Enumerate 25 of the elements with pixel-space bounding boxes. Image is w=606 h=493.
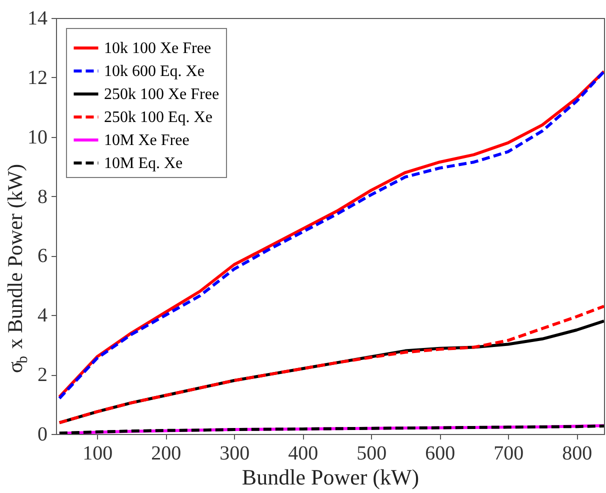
x-axis-title: Bundle Power (kW) [242, 464, 420, 490]
x-tick-label: 200 [151, 442, 182, 464]
legend-label: 250k 100 Xe Free [104, 86, 220, 103]
y-tick-label: 6 [38, 245, 48, 268]
y-tick-label: 4 [38, 304, 48, 327]
y-tick-label: 0 [38, 424, 48, 446]
y-tick-label: 14 [28, 8, 48, 30]
x-tick-label: 800 [562, 442, 592, 464]
x-tick-label: 100 [82, 442, 113, 464]
x-tick-label: 700 [494, 442, 524, 464]
y-tick-label: 2 [38, 364, 48, 386]
y-tick-label: 12 [28, 66, 48, 89]
x-tick-label: 500 [356, 442, 387, 464]
x-tick-label: 300 [220, 442, 250, 464]
y-tick-label: 8 [38, 186, 48, 208]
y-axis-title: σb x Bundle Power (kW) [3, 164, 31, 373]
x-tick-label: 400 [288, 442, 318, 464]
y-tick-label: 10 [28, 126, 48, 148]
legend-label: 250k 100 Eq. Xe [104, 109, 212, 126]
line-series [58, 424, 604, 434]
x-tick-label: 600 [425, 442, 456, 464]
legend-label: 10k 100 Xe Free [104, 40, 212, 57]
legend-label: 10k 600 Eq. Xe [104, 63, 204, 80]
legend-label: 10M Eq. Xe [104, 155, 183, 172]
legend-label: 10M Xe Free [104, 132, 190, 149]
